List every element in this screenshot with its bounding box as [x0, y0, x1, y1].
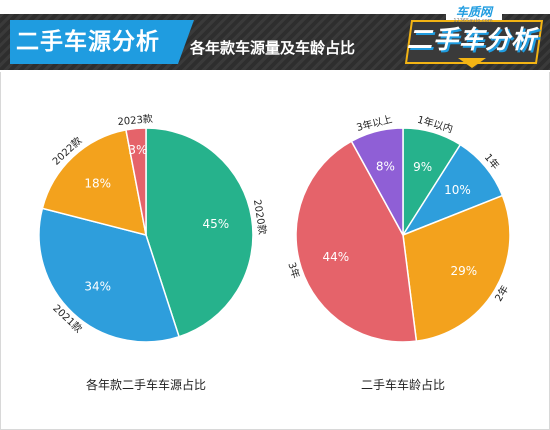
- pie-1-slice-4: [350, 127, 404, 236]
- pie-0-value-label-0: 45%: [202, 217, 229, 231]
- logo-brand: 车质网: [446, 4, 502, 20]
- header-banner: 二手车源分析 各年款车源量及车龄占比 二手车分析 车质网 12365auto.c…: [0, 0, 550, 72]
- section-title: 二手车源分析: [16, 29, 160, 55]
- pie-1-value-label-2: 29%: [450, 264, 477, 278]
- logo-url: 12365auto.com: [453, 18, 493, 24]
- pie-1-value-label-4: 8%: [376, 160, 395, 174]
- pie-0-slice-3: [125, 127, 147, 236]
- pie-0-slice-1: [38, 207, 181, 343]
- logo-text: 二手车分析: [406, 25, 537, 54]
- pie-1-value-label-0: 9%: [413, 160, 432, 174]
- pie-0-value-label-3: 3%: [128, 143, 147, 157]
- brand-logo: 二手车分析 车质网 12365auto.com: [402, 2, 544, 70]
- model-year-pie-caption: 各年款二手车车源占比: [86, 377, 206, 392]
- header-blue-tab: [10, 20, 178, 64]
- page-title: 各年款车源量及车龄占比: [190, 39, 356, 57]
- pie-0-value-label-1: 34%: [84, 280, 111, 294]
- pie-0-slice-2: [41, 129, 147, 237]
- vehicle-age-pie-caption: 二手车车龄占比: [361, 377, 445, 392]
- logo-ribbon: [458, 58, 486, 68]
- pie-0-value-label-2: 18%: [84, 177, 111, 191]
- pie-0-slice-0: [145, 127, 254, 338]
- pie-1-slice-3: [295, 140, 418, 343]
- pie-0-category-label-3: 2023款: [117, 112, 154, 128]
- pie-1-slice-2: [402, 194, 511, 342]
- pie-1-value-label-1: 10%: [444, 183, 471, 197]
- header-blue-tab-notch: [178, 20, 194, 64]
- pie-1-value-label-3: 44%: [322, 250, 349, 264]
